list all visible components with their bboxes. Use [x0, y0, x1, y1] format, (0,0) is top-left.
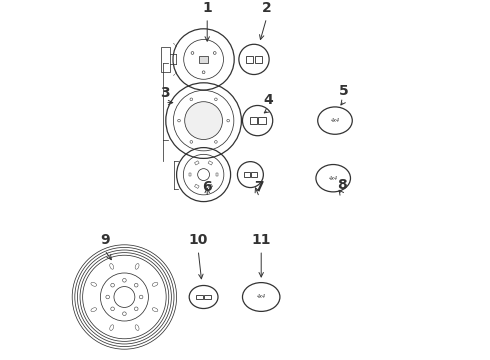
Bar — [161, 47, 170, 72]
Text: 2: 2 — [262, 1, 271, 15]
Text: 7: 7 — [255, 180, 264, 194]
Bar — [216, 173, 219, 176]
Bar — [244, 172, 250, 177]
Text: 4x4: 4x4 — [329, 176, 338, 181]
Bar — [199, 55, 208, 63]
Bar — [208, 161, 213, 165]
Bar — [246, 56, 253, 63]
Text: 11: 11 — [251, 233, 271, 247]
Bar — [249, 117, 257, 124]
Text: 8: 8 — [337, 177, 347, 192]
Ellipse shape — [185, 102, 222, 139]
Bar — [251, 172, 257, 177]
Bar — [204, 294, 211, 300]
Bar — [189, 173, 192, 176]
Text: 9: 9 — [100, 233, 109, 247]
Bar — [196, 294, 203, 300]
Bar — [258, 117, 266, 124]
Bar — [255, 56, 262, 63]
Text: 4: 4 — [264, 93, 273, 107]
Text: 4x4: 4x4 — [330, 118, 340, 123]
Text: 1: 1 — [202, 1, 212, 15]
Text: 5: 5 — [339, 84, 349, 98]
Bar — [208, 184, 213, 188]
Text: 10: 10 — [189, 233, 208, 247]
Text: 3: 3 — [160, 86, 170, 100]
Text: 4x4: 4x4 — [257, 294, 266, 300]
Bar — [195, 161, 199, 165]
Bar — [195, 184, 199, 188]
Text: 6: 6 — [202, 180, 212, 194]
